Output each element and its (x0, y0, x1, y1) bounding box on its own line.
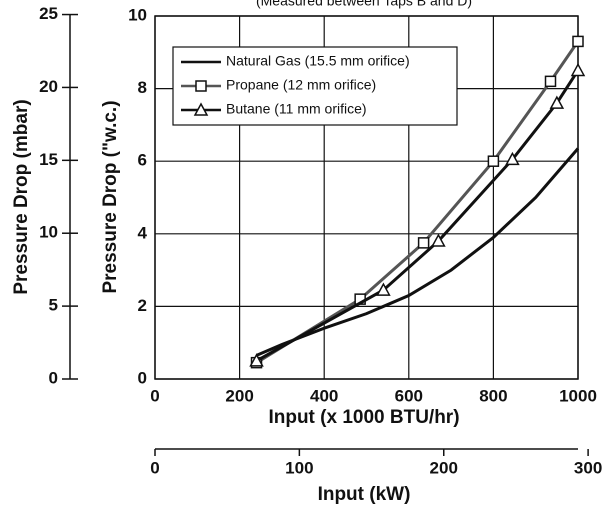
chart-title: (Measured between Taps B and D) (256, 0, 472, 9)
legend-label: Butane (11 mm orifice) (226, 101, 367, 117)
y-tick-label: 4 (138, 223, 148, 242)
marker-triangle (549, 95, 565, 109)
marker-triangle (376, 282, 391, 296)
plot-frame (154, 15, 579, 380)
series-line (255, 69, 580, 363)
marker-triangle (505, 151, 520, 166)
y-tick-label: 2 (138, 296, 147, 315)
y2-tick-label: 15 (39, 150, 58, 169)
x-tick-label: 200 (225, 386, 253, 405)
y2-axis-label: Pressure Drop (mbar) (11, 99, 32, 294)
x-tick-label: 400 (310, 386, 338, 405)
legend-label: Propane (12 mm orifice) (226, 77, 376, 93)
y-tick-label: 10 (128, 5, 147, 24)
y2-tick-label: 25 (39, 4, 58, 23)
marker-triangle (249, 353, 264, 367)
x2-tick-label: 0 (150, 458, 159, 477)
marker-triangle (570, 62, 586, 77)
x2-tick-label: 300 (574, 458, 602, 477)
y2-tick-label: 20 (39, 77, 58, 96)
y2-tick-label: 10 (39, 223, 58, 242)
marker-square (544, 75, 557, 88)
series-line (255, 40, 580, 364)
marker-square (417, 237, 430, 249)
x-tick-label: 800 (479, 386, 507, 405)
legend-label: Natural Gas (15.5 mm orifice) (226, 53, 410, 69)
x2-axis-label: Input (kW) (318, 484, 411, 505)
y-tick-label: 8 (138, 78, 147, 97)
y-axis-label: Pressure Drop ("w.c.) (100, 100, 121, 293)
x-tick-label: 600 (395, 386, 423, 405)
marker-square (572, 35, 584, 48)
x-axis-label: Input (x 1000 BTU/hr) (268, 407, 459, 428)
marker-triangle (193, 102, 209, 116)
y-tick-label: 6 (138, 151, 147, 170)
marker-square (487, 155, 500, 167)
marker-square (195, 80, 207, 92)
x-tick-label: 0 (150, 386, 159, 405)
series-line (255, 147, 580, 357)
x-tick-label: 1000 (559, 386, 597, 405)
y-tick-label: 0 (138, 368, 147, 387)
marker-triangle (431, 233, 446, 247)
y2-tick-label: 5 (49, 296, 58, 315)
y2-tick-label: 0 (49, 368, 58, 387)
x2-tick-label: 200 (430, 458, 458, 477)
x2-tick-label: 100 (285, 458, 313, 477)
